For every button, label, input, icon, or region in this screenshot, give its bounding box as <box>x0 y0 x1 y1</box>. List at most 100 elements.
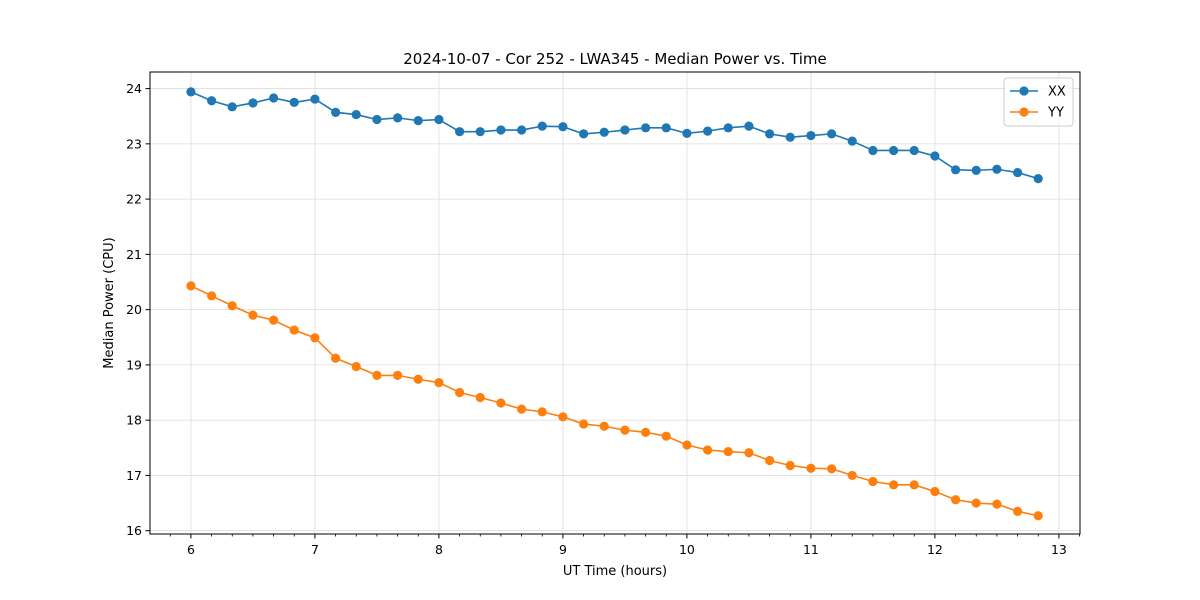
y-tick-label: 17 <box>126 468 142 483</box>
data-point-yy <box>248 310 258 320</box>
grid <box>150 72 1080 534</box>
chart-title: 2024-10-07 - Cor 252 - LWA345 - Median P… <box>403 50 827 68</box>
series-line-xx <box>190 91 1039 180</box>
data-point-yy <box>372 370 382 380</box>
data-point-yy <box>207 291 217 301</box>
data-point-xx <box>269 93 279 103</box>
data-point-yy <box>537 407 547 417</box>
data-point-yy <box>517 404 527 414</box>
legend-marker-yy <box>1019 107 1029 117</box>
data-point-yy <box>951 495 961 505</box>
data-point-xx <box>641 123 651 133</box>
data-point-xx <box>496 125 506 135</box>
data-point-xx <box>620 125 630 135</box>
y-tick-label: 24 <box>126 81 142 96</box>
data-point-yy <box>868 476 878 487</box>
data-point-xx <box>186 87 196 97</box>
data-point-yy <box>455 387 465 398</box>
data-point-yy <box>1013 506 1023 516</box>
x-tick-label: 13 <box>1051 542 1067 557</box>
data-point-xx <box>331 107 341 117</box>
data-point-xx <box>248 98 258 108</box>
data-point-yy <box>785 460 795 471</box>
data-point-yy <box>723 447 733 457</box>
data-point-yy <box>186 281 196 291</box>
legend-marker-xx <box>1019 86 1029 96</box>
data-point-yy <box>620 425 630 435</box>
data-point-xx <box>1033 174 1043 184</box>
data-point-yy <box>496 398 506 408</box>
data-point-xx <box>827 129 837 139</box>
data-point-xx <box>723 123 733 133</box>
data-point-yy <box>889 480 899 490</box>
data-point-xx <box>1013 167 1023 178</box>
data-point-yy <box>331 353 341 363</box>
x-axis-label: UT Time (hours) <box>563 564 667 579</box>
data-point-yy <box>475 392 485 403</box>
data-point-yy <box>434 377 444 388</box>
plot-series <box>186 87 1043 521</box>
x-tick-label: 7 <box>311 542 319 557</box>
data-point-xx <box>537 121 547 131</box>
data-point-yy <box>744 448 754 458</box>
data-point-xx <box>455 127 465 137</box>
data-point-yy <box>703 445 713 455</box>
data-point-yy <box>971 498 981 508</box>
y-tick-label: 16 <box>126 523 142 538</box>
data-point-yy <box>269 315 279 325</box>
data-point-yy <box>827 464 837 474</box>
data-point-xx <box>372 114 382 125</box>
data-point-xx <box>599 127 609 137</box>
y-tick-label: 23 <box>126 136 142 151</box>
data-point-yy <box>558 412 568 422</box>
x-tick-label: 9 <box>559 542 567 557</box>
data-point-xx <box>413 116 423 126</box>
y-tick-label: 22 <box>126 192 142 207</box>
y-tick-label: 21 <box>126 247 142 262</box>
data-point-xx <box>951 165 961 175</box>
data-point-xx <box>579 129 589 139</box>
data-point-xx <box>517 125 527 135</box>
legend-label-yy: YY <box>1047 106 1064 121</box>
data-point-yy <box>847 470 857 481</box>
data-point-xx <box>744 121 754 131</box>
data-point-xx <box>847 136 857 146</box>
data-point-xx <box>558 122 568 132</box>
data-point-yy <box>289 325 299 335</box>
legend-label-xx: XX <box>1048 85 1066 100</box>
data-point-xx <box>682 128 692 138</box>
data-point-xx <box>889 145 899 156</box>
data-point-yy <box>310 333 320 343</box>
data-point-xx <box>289 97 299 107</box>
data-point-xx <box>434 114 444 125</box>
series-line-yy <box>190 285 1039 517</box>
data-point-yy <box>806 463 816 473</box>
data-point-xx <box>909 145 919 156</box>
data-point-yy <box>641 427 651 437</box>
data-point-yy <box>599 421 609 431</box>
data-point-xx <box>207 96 217 106</box>
axis-ticks: 6 7 8 9 10 11 12 13 16 17 18 19 20 21 22 23 24 <box>126 81 1080 557</box>
x-tick-label: 11 <box>803 542 819 557</box>
data-point-xx <box>351 109 361 120</box>
data-point-xx <box>393 113 403 123</box>
x-tick-label: 12 <box>927 542 943 557</box>
data-point-yy <box>227 301 237 311</box>
data-point-yy <box>661 431 671 441</box>
data-point-xx <box>930 151 940 161</box>
data-point-xx <box>765 129 775 139</box>
data-point-yy <box>765 455 775 466</box>
data-point-xx <box>661 123 671 133</box>
data-point-xx <box>310 94 320 104</box>
y-tick-label: 19 <box>126 357 142 372</box>
data-point-yy <box>682 440 692 450</box>
x-tick-label: 8 <box>435 542 443 557</box>
data-point-yy <box>909 480 919 490</box>
data-point-yy <box>413 374 423 384</box>
data-point-xx <box>992 164 1002 174</box>
data-point-xx <box>475 127 485 137</box>
plot-frame <box>149 71 1081 535</box>
data-point-yy <box>351 361 361 372</box>
data-point-xx <box>785 132 795 142</box>
